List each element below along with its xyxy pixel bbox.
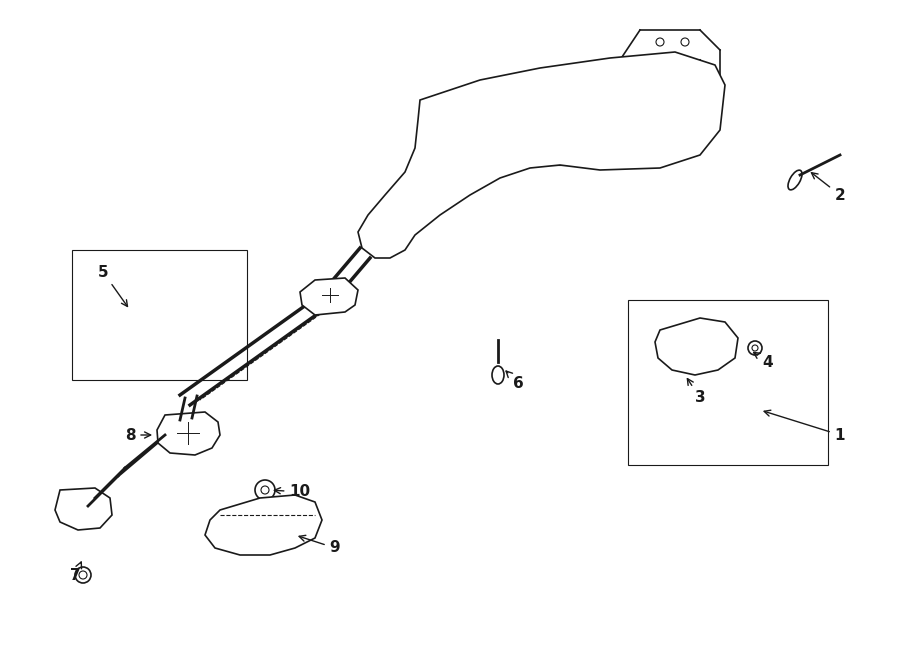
Bar: [490, 125, 520, 153]
Polygon shape: [157, 412, 220, 455]
Text: 4: 4: [753, 352, 773, 369]
Bar: [445, 125, 475, 153]
Text: 8: 8: [125, 428, 150, 442]
Polygon shape: [205, 495, 322, 555]
Bar: [430, 115, 600, 165]
Ellipse shape: [255, 480, 275, 500]
Text: 9: 9: [299, 536, 340, 555]
Polygon shape: [358, 52, 725, 258]
Bar: [668, 332, 720, 364]
Text: 3: 3: [688, 379, 706, 406]
Text: 1: 1: [764, 410, 845, 442]
Text: 7: 7: [69, 562, 82, 583]
Ellipse shape: [75, 567, 91, 583]
Text: 2: 2: [812, 173, 845, 203]
Text: 6: 6: [506, 371, 524, 391]
Ellipse shape: [748, 341, 762, 355]
Bar: [628, 300, 828, 465]
Bar: [535, 125, 565, 153]
Polygon shape: [300, 278, 358, 315]
Ellipse shape: [492, 366, 504, 384]
Polygon shape: [55, 488, 112, 530]
Text: 10: 10: [274, 485, 310, 500]
Text: 5: 5: [98, 265, 128, 307]
Polygon shape: [655, 318, 738, 375]
Ellipse shape: [788, 170, 802, 190]
Bar: [72, 250, 247, 380]
